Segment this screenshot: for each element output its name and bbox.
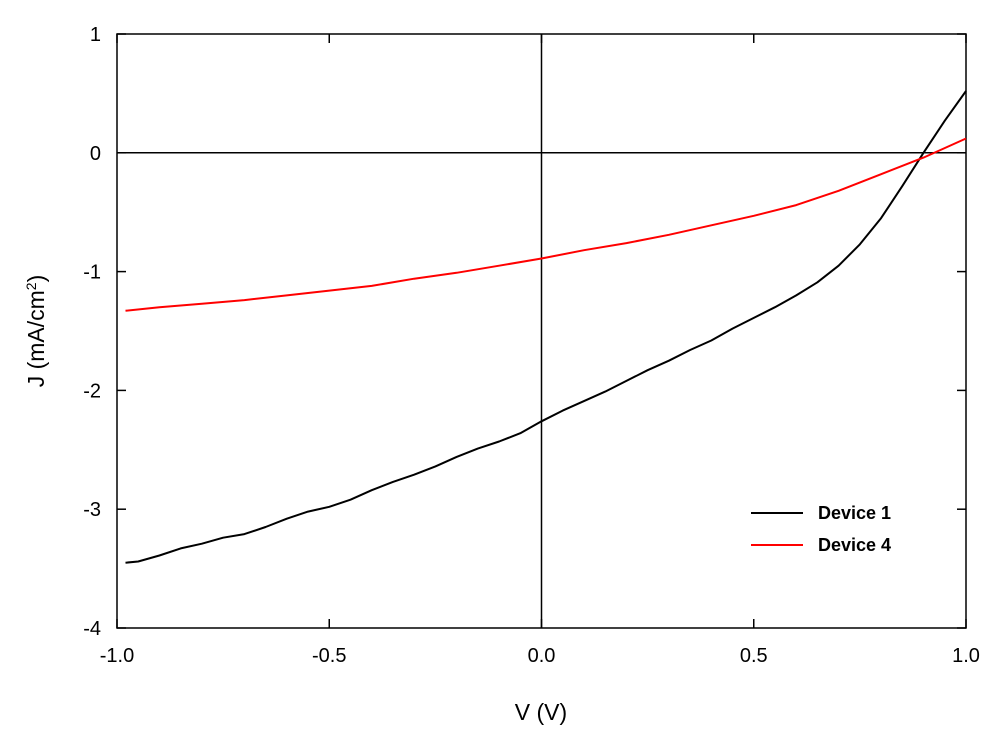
x-tick-label: -1.0 <box>100 645 134 667</box>
y-tick-label: 0 <box>90 143 101 165</box>
y-axis-title: J (mA/cm2) <box>23 275 49 388</box>
x-axis-title: V (V) <box>515 699 567 725</box>
axis-ticks: -1.0 -0.5 0.0 0.5 1.0 -4 -3 -2 -1 0 1 <box>83 24 980 667</box>
zero-lines <box>117 34 966 628</box>
x-tick-label: -0.5 <box>312 645 346 667</box>
series-line-device-1 <box>125 90 967 564</box>
y-tick-label: -2 <box>83 380 101 402</box>
y-tick-label: -4 <box>83 618 101 640</box>
x-tick-label: 0.0 <box>528 645 556 667</box>
series-line-device-4 <box>125 137 967 312</box>
series-lines <box>125 90 967 564</box>
y-tick-label: -3 <box>83 499 101 521</box>
y-tick-label: -1 <box>83 262 101 284</box>
x-tick-label: 1.0 <box>952 645 980 667</box>
x-tick-label: 0.5 <box>740 645 768 667</box>
y-axis-title-close: ) <box>23 275 49 283</box>
y-axis-title-main: J (mA/cm <box>23 290 49 387</box>
legend: Device 1 Device 4 <box>751 503 891 555</box>
y-axis-title-superscript: 2 <box>23 282 39 290</box>
y-tick-label: 1 <box>90 24 101 46</box>
legend-label-device-4: Device 4 <box>818 535 891 555</box>
legend-label-device-1: Device 1 <box>818 503 891 523</box>
